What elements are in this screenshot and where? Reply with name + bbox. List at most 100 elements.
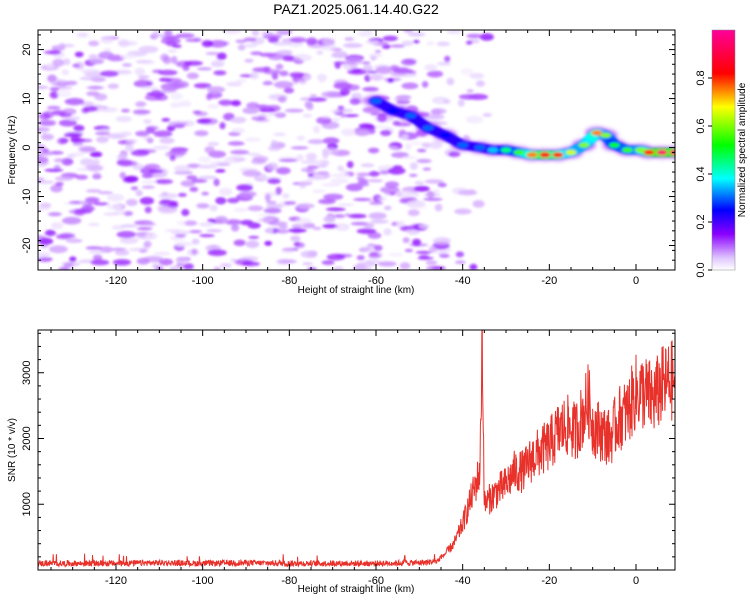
noise-blob [378, 197, 387, 201]
ridge-point [422, 125, 434, 131]
noise-blob [333, 214, 346, 218]
noise-blob [308, 97, 327, 102]
noise-blob [194, 130, 209, 137]
noise-blob [235, 79, 247, 83]
noise-blob [368, 171, 380, 177]
noise-blob [421, 81, 429, 88]
noise-blob [384, 205, 392, 211]
noise-blob [181, 208, 190, 217]
colorbar-frame [711, 29, 736, 271]
noise-blob [205, 52, 220, 55]
noise-blob [418, 254, 430, 260]
noise-blob [213, 266, 221, 270]
noise-blob [215, 197, 227, 205]
noise-blob [323, 193, 344, 200]
noise-blob [94, 131, 111, 136]
noise-blob [307, 165, 320, 170]
noise-blob [206, 86, 226, 93]
ridge-point [591, 130, 603, 136]
noise-blob [271, 140, 278, 146]
noise-blob [230, 258, 237, 263]
noise-blob [261, 31, 274, 36]
ridge-point [565, 149, 577, 155]
y-tick-label: 10 [21, 92, 33, 104]
noise-blob [107, 83, 119, 89]
ridge-point [487, 147, 499, 153]
noise-blob [206, 93, 213, 101]
noise-blob [137, 75, 150, 79]
snr-frame [37, 329, 676, 571]
noise-blob [338, 108, 354, 113]
noise-blob [44, 168, 64, 172]
noise-blob [278, 259, 297, 264]
noise-blob [213, 178, 220, 187]
noise-blob [99, 128, 111, 133]
noise-blob [227, 141, 245, 146]
noise-blob [80, 68, 100, 74]
noise-blob [250, 51, 263, 56]
ridge-point [500, 147, 512, 153]
noise-blob [410, 141, 423, 146]
noise-blob [171, 56, 178, 64]
noise-blob [43, 110, 55, 119]
noise-blob [298, 181, 307, 189]
noise-blob [423, 192, 441, 198]
noise-blob [351, 68, 362, 73]
noise-blob [444, 55, 451, 63]
noise-blob [266, 227, 273, 234]
noise-blob [79, 138, 93, 143]
noise-blob [479, 33, 494, 41]
noise-blob [56, 44, 75, 48]
noise-blob [145, 125, 159, 131]
noise-blob [321, 183, 341, 187]
noise-blob [312, 189, 326, 194]
noise-blob [201, 191, 210, 196]
x-tick-label: -100 [192, 575, 214, 587]
noise-blob [307, 139, 325, 145]
noise-blob [364, 267, 373, 270]
noise-blob [38, 251, 51, 257]
noise-blob [272, 42, 292, 46]
noise-blob [392, 120, 401, 126]
noise-blob [38, 180, 55, 184]
noise-blob [377, 114, 388, 123]
ridge-point [526, 152, 538, 158]
noise-blob [75, 174, 88, 180]
noise-blob [178, 100, 192, 107]
noise-blob [50, 184, 63, 193]
noise-blob [266, 203, 283, 209]
noise-blob [167, 49, 178, 54]
noise-blob [247, 152, 261, 156]
noise-blob [436, 41, 450, 47]
noise-blob [344, 37, 355, 41]
noise-blob [427, 114, 445, 120]
noise-blob [183, 60, 203, 66]
noise-blob [348, 213, 367, 219]
noise-blob [248, 235, 260, 239]
noise-blob [309, 94, 317, 98]
noise-blob [407, 209, 420, 217]
noise-blob [170, 92, 183, 101]
noise-blob [469, 263, 478, 270]
noise-blob [349, 97, 361, 105]
noise-blob [434, 98, 444, 103]
noise-blob [119, 131, 132, 137]
noise-blob [56, 79, 68, 88]
noise-blob [455, 251, 465, 258]
noise-blob [259, 52, 277, 57]
noise-blob [287, 228, 307, 233]
noise-blob [413, 185, 430, 192]
noise-blob [368, 254, 382, 259]
noise-blob [240, 256, 259, 262]
noise-blob [259, 107, 276, 113]
noise-blob [293, 53, 312, 62]
noise-blob [196, 67, 213, 71]
noise-blob [321, 115, 331, 120]
noise-blob [152, 145, 171, 150]
noise-blob [172, 81, 189, 89]
noise-blob [158, 206, 178, 214]
noise-blob [313, 125, 320, 134]
noise-blob [262, 81, 274, 86]
noise-blob [38, 256, 53, 262]
noise-blob [141, 180, 157, 184]
